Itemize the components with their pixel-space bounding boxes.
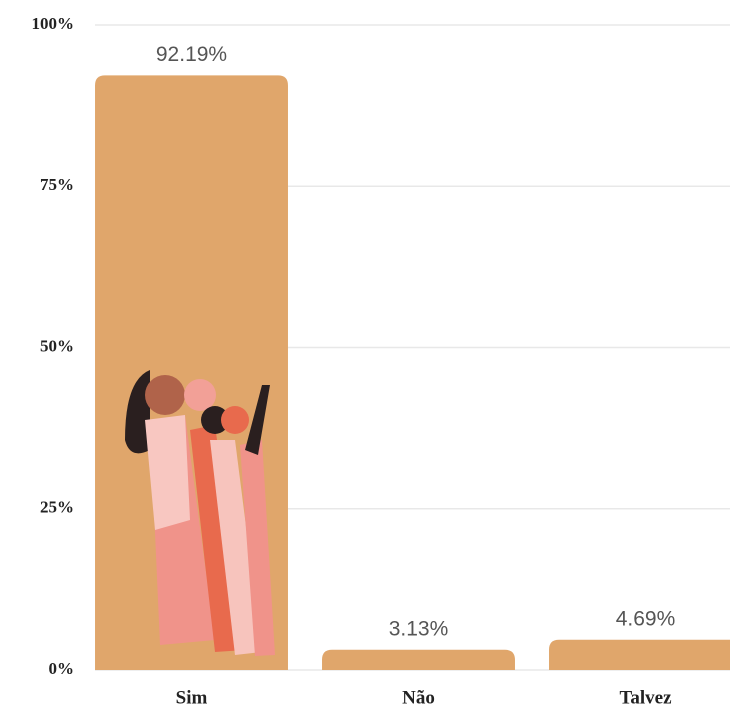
head bbox=[201, 406, 229, 434]
bar bbox=[549, 639, 730, 670]
x-tick-label: Sim bbox=[176, 687, 208, 708]
head bbox=[221, 406, 249, 434]
hair bbox=[125, 370, 150, 454]
y-tick-label: 100% bbox=[32, 14, 75, 33]
bar bbox=[322, 649, 515, 670]
figure bbox=[210, 440, 262, 655]
head bbox=[184, 379, 216, 411]
value-label: 3.13% bbox=[389, 617, 449, 640]
illustration bbox=[125, 370, 275, 656]
figure bbox=[145, 415, 190, 530]
arm bbox=[245, 385, 270, 455]
y-tick-label: 75% bbox=[40, 175, 74, 194]
x-tick-label: Não bbox=[402, 687, 435, 708]
y-tick-label: 50% bbox=[40, 336, 74, 355]
x-tick-label: Talvez bbox=[619, 687, 672, 708]
y-tick-label: 0% bbox=[49, 659, 75, 678]
value-label: 92.19% bbox=[156, 43, 227, 66]
head bbox=[145, 375, 185, 415]
y-tick-label: 25% bbox=[40, 498, 74, 517]
value-label: 4.69% bbox=[616, 607, 676, 630]
figure bbox=[240, 440, 275, 656]
